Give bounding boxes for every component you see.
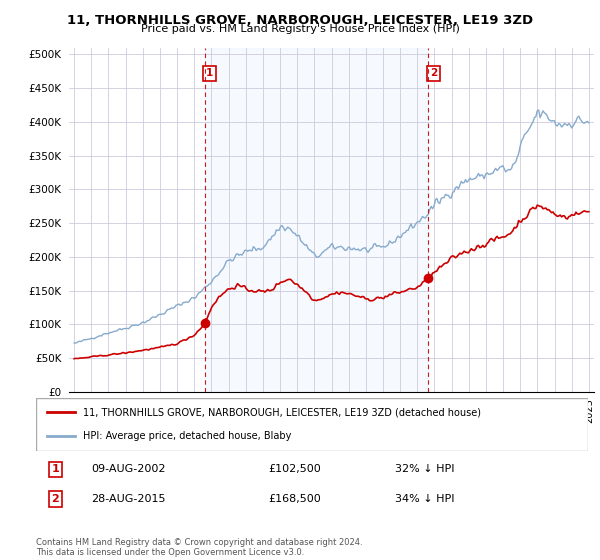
Bar xyxy=(205,48,428,392)
Text: 11, THORNHILLS GROVE, NARBOROUGH, LEICESTER, LE19 3ZD: 11, THORNHILLS GROVE, NARBOROUGH, LEICES… xyxy=(67,14,533,27)
Text: 2: 2 xyxy=(430,68,437,78)
Text: £102,500: £102,500 xyxy=(268,464,320,474)
Text: Price paid vs. HM Land Registry's House Price Index (HPI): Price paid vs. HM Land Registry's House … xyxy=(140,24,460,34)
Text: Contains HM Land Registry data © Crown copyright and database right 2024.
This d: Contains HM Land Registry data © Crown c… xyxy=(36,538,362,557)
Text: £168,500: £168,500 xyxy=(268,494,320,504)
Text: HPI: Average price, detached house, Blaby: HPI: Average price, detached house, Blab… xyxy=(83,431,291,441)
Text: 09-AUG-2002: 09-AUG-2002 xyxy=(91,464,166,474)
Text: 2: 2 xyxy=(52,494,59,504)
Text: 1: 1 xyxy=(52,464,59,474)
Text: 34% ↓ HPI: 34% ↓ HPI xyxy=(395,494,454,504)
Text: 32% ↓ HPI: 32% ↓ HPI xyxy=(395,464,454,474)
FancyBboxPatch shape xyxy=(36,398,588,451)
Text: 11, THORNHILLS GROVE, NARBOROUGH, LEICESTER, LE19 3ZD (detached house): 11, THORNHILLS GROVE, NARBOROUGH, LEICES… xyxy=(83,408,481,418)
Text: 28-AUG-2015: 28-AUG-2015 xyxy=(91,494,166,504)
Text: 1: 1 xyxy=(206,68,214,78)
